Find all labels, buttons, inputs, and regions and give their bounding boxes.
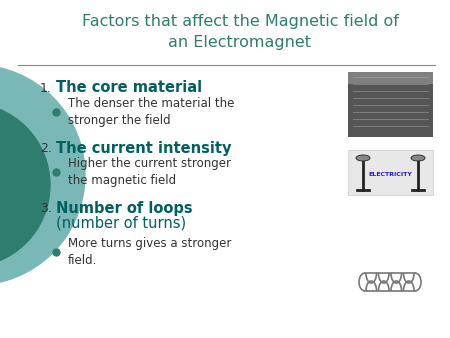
Circle shape: [0, 103, 50, 267]
Text: 1.: 1.: [40, 81, 52, 95]
Bar: [348, 72, 433, 84]
Bar: [348, 72, 433, 137]
Bar: [348, 150, 433, 195]
Ellipse shape: [356, 155, 370, 161]
Text: Number of loops: Number of loops: [56, 200, 193, 216]
Text: Higher the current stronger
the magnetic field: Higher the current stronger the magnetic…: [68, 157, 231, 187]
Text: The core material: The core material: [56, 80, 202, 96]
Text: 3.: 3.: [40, 201, 52, 215]
Text: The current intensity: The current intensity: [56, 141, 231, 155]
Text: 2.: 2.: [40, 142, 52, 154]
Text: More turns gives a stronger
field.: More turns gives a stronger field.: [68, 237, 231, 267]
Text: ELECTRICITY: ELECTRICITY: [368, 171, 412, 176]
Text: The denser the material the
stronger the field: The denser the material the stronger the…: [68, 97, 234, 127]
Circle shape: [0, 65, 85, 285]
Text: Factors that affect the Magnetic field of
an Electromagnet: Factors that affect the Magnetic field o…: [81, 14, 398, 50]
Ellipse shape: [411, 155, 425, 161]
Text: (number of turns): (number of turns): [56, 216, 186, 231]
